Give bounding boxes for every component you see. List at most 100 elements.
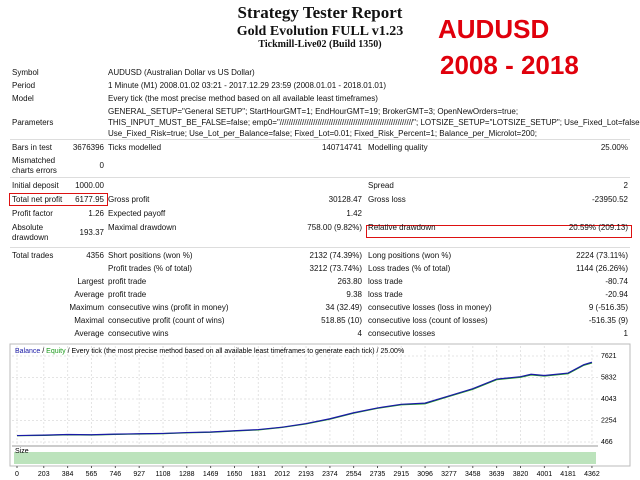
row-value: 1.42 bbox=[346, 209, 362, 218]
row-label: Total trades bbox=[12, 251, 54, 260]
legend: Balance / Equity / Every tick (the most … bbox=[15, 348, 404, 355]
row-value: 9.38 bbox=[346, 290, 362, 299]
y-tick-label: 5832 bbox=[601, 374, 617, 381]
legend-entry: Equity bbox=[46, 348, 66, 355]
row-label: Total net profit bbox=[12, 195, 63, 204]
x-tick-label: 2374 bbox=[322, 471, 338, 478]
row-label: Maximal bbox=[74, 316, 104, 325]
chart-frame bbox=[9, 343, 631, 467]
row-label: Long positions (won %) bbox=[368, 251, 452, 260]
legend-quality: 25.00% bbox=[380, 348, 404, 355]
y-tick-label: 466 bbox=[601, 439, 613, 446]
x-tick-label: 0 bbox=[15, 471, 19, 478]
row-label: Relative drawdown bbox=[368, 223, 436, 232]
info-text: AUDUSD (Australian Dollar vs US Dollar) bbox=[108, 68, 255, 77]
server: Tickmill-Live02 (Build 1350) bbox=[258, 39, 382, 50]
legend-separator: / bbox=[68, 348, 70, 355]
row-label: loss trade bbox=[368, 290, 403, 299]
x-tick-label: 203 bbox=[38, 471, 50, 478]
x-tick-label: 3458 bbox=[465, 471, 481, 478]
legend-description: Every tick (the most precise method base… bbox=[71, 348, 374, 355]
row-value: 30128.47 bbox=[328, 195, 362, 204]
row-label: profit trade bbox=[108, 290, 147, 299]
row-label: consecutive wins bbox=[108, 329, 169, 338]
row-value: 25.00% bbox=[600, 143, 628, 152]
row-value: 4356 bbox=[86, 251, 104, 260]
row-value: 2 bbox=[623, 181, 628, 190]
x-tick-label: 4362 bbox=[584, 471, 600, 478]
row-label: Absolute drawdown bbox=[12, 223, 49, 242]
row-label: profit trade bbox=[108, 277, 147, 286]
row-value: 2224 (73.11%) bbox=[576, 251, 628, 260]
x-tick-label: 2735 bbox=[370, 471, 386, 478]
row-value: 6177.95 bbox=[75, 195, 104, 204]
overlay-years: 2008 - 2018 bbox=[440, 50, 579, 80]
row-value: 758.00 (9.82%) bbox=[307, 223, 362, 232]
row-value: 2132 (74.39%) bbox=[309, 251, 362, 260]
info-label: Symbol bbox=[12, 68, 39, 77]
row-value: -20.94 bbox=[605, 290, 628, 299]
x-tick-label: 2193 bbox=[298, 471, 314, 478]
info-text: THIS_INPUT_MUST_BE_FALSE=false; emp0="//… bbox=[108, 118, 640, 127]
x-tick-label: 2915 bbox=[393, 471, 409, 478]
row-label: Profit factor bbox=[12, 209, 53, 218]
row-value: 1 bbox=[623, 329, 628, 338]
x-tick-label: 3639 bbox=[489, 471, 505, 478]
row-value: 263.80 bbox=[337, 277, 362, 286]
highlight-box bbox=[366, 225, 632, 238]
row-label: loss trade bbox=[368, 277, 403, 286]
row-label: consecutive wins (profit in money) bbox=[108, 303, 229, 312]
x-tick-label: 1831 bbox=[251, 471, 267, 478]
x-tick-label: 1650 bbox=[227, 471, 243, 478]
row-value: -23950.52 bbox=[591, 195, 628, 204]
row-label: Largest bbox=[77, 277, 104, 286]
row-value: 3676396 bbox=[72, 143, 104, 152]
row-value: 1000.00 bbox=[75, 181, 104, 190]
row-value: 9 (-516.35) bbox=[588, 303, 628, 312]
overlay-symbol: AUDUSD bbox=[438, 14, 550, 44]
info-label: Model bbox=[12, 94, 34, 103]
size-panel bbox=[14, 452, 596, 464]
row-label: Average bbox=[74, 290, 104, 299]
row-label: Maximum bbox=[69, 303, 104, 312]
y-tick-label: 4043 bbox=[601, 396, 617, 403]
info-label: Parameters bbox=[12, 118, 54, 127]
row-label: Short positions (won %) bbox=[108, 251, 193, 260]
report-subtitle: Gold Evolution FULL v1.23 bbox=[236, 24, 404, 39]
separator bbox=[10, 247, 630, 248]
x-tick-label: 746 bbox=[109, 471, 121, 478]
x-tick-label: 2554 bbox=[346, 471, 362, 478]
legend-entry: Balance bbox=[15, 348, 40, 355]
row-label: consecutive losses (loss in money) bbox=[368, 303, 492, 312]
size-label: Size bbox=[15, 448, 29, 455]
row-value: 4 bbox=[357, 329, 362, 338]
row-label: Average bbox=[74, 329, 104, 338]
y-tick-label: 7621 bbox=[601, 353, 617, 360]
row-label: consecutive losses bbox=[368, 329, 436, 338]
row-label: Loss trades (% of total) bbox=[368, 264, 451, 273]
row-value: 518.85 (10) bbox=[321, 316, 362, 325]
row-label: consecutive loss (count of losses) bbox=[368, 316, 488, 325]
x-tick-label: 4181 bbox=[560, 471, 576, 478]
row-value: 193.37 bbox=[79, 228, 104, 237]
row-value: 140714741 bbox=[321, 143, 362, 152]
row-label: consecutive profit (count of wins) bbox=[108, 316, 225, 325]
x-tick-label: 3820 bbox=[513, 471, 529, 478]
x-tick-label: 1469 bbox=[203, 471, 219, 478]
row-label: Spread bbox=[368, 181, 394, 190]
row-label: Initial deposit bbox=[12, 181, 59, 190]
highlight-box bbox=[9, 193, 108, 206]
row-label: Expected payoff bbox=[108, 209, 166, 218]
series-line bbox=[16, 361, 593, 437]
info-label: Period bbox=[12, 81, 36, 90]
row-value: -516.35 (9) bbox=[588, 316, 628, 325]
x-tick-label: 384 bbox=[62, 471, 74, 478]
x-tick-label: 3277 bbox=[441, 471, 457, 478]
row-label: Bars in test bbox=[12, 143, 53, 152]
y-tick-label: 2254 bbox=[601, 417, 617, 424]
row-label: Profit trades (% of total) bbox=[108, 264, 193, 273]
row-label: Ticks modelled bbox=[108, 143, 162, 152]
row-value: -80.74 bbox=[605, 277, 628, 286]
